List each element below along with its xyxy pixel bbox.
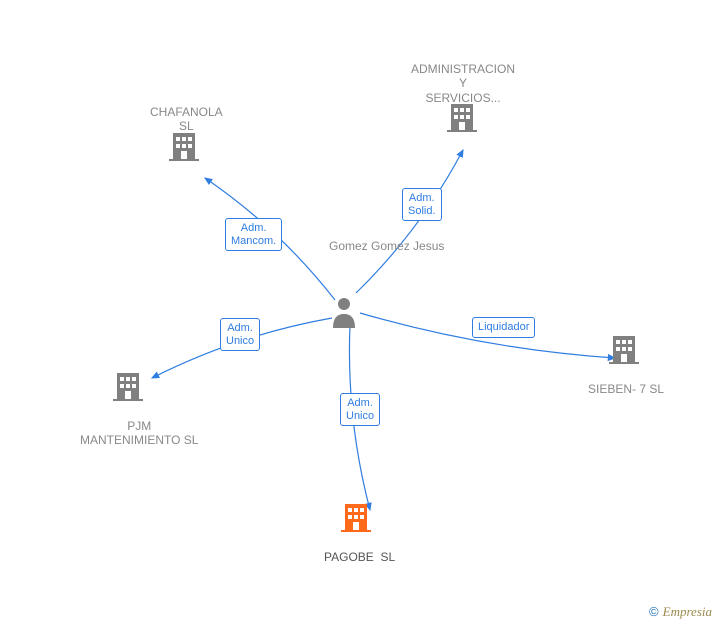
edge-e2 (356, 150, 463, 293)
copyright-symbol: © (649, 604, 659, 619)
edge-label-e5: Adm. Unico (340, 393, 380, 426)
node-label-sieben: SIEBEN- 7 SL (588, 382, 664, 396)
building-icon-pjm (113, 369, 143, 401)
person-icon (330, 296, 358, 328)
edge-label-e1: Adm. Mancom. (225, 218, 282, 251)
watermark: © Empresia (649, 604, 712, 620)
edge-label-e4: Liquidador (472, 317, 535, 338)
edge-label-e2: Adm. Solid. (402, 188, 442, 221)
building-icon-chafanola (169, 129, 199, 161)
node-label-admin: ADMINISTRACION Y SERVICIOS... (411, 62, 515, 105)
building-icon-pagobe (341, 500, 371, 532)
node-label-chafanola: CHAFANOLA SL (150, 105, 223, 134)
edge-label-e3: Adm. Unico (220, 318, 260, 351)
node-label-pjm: PJM MANTENIMIENTO SL (80, 419, 198, 448)
center-node-label: Gomez Gomez Jesus (329, 240, 444, 254)
brand-name: Empresia (663, 604, 712, 619)
node-label-pagobe: PAGOBE SL (324, 550, 395, 564)
diagram-canvas (0, 0, 728, 630)
building-icon-sieben (609, 332, 639, 364)
